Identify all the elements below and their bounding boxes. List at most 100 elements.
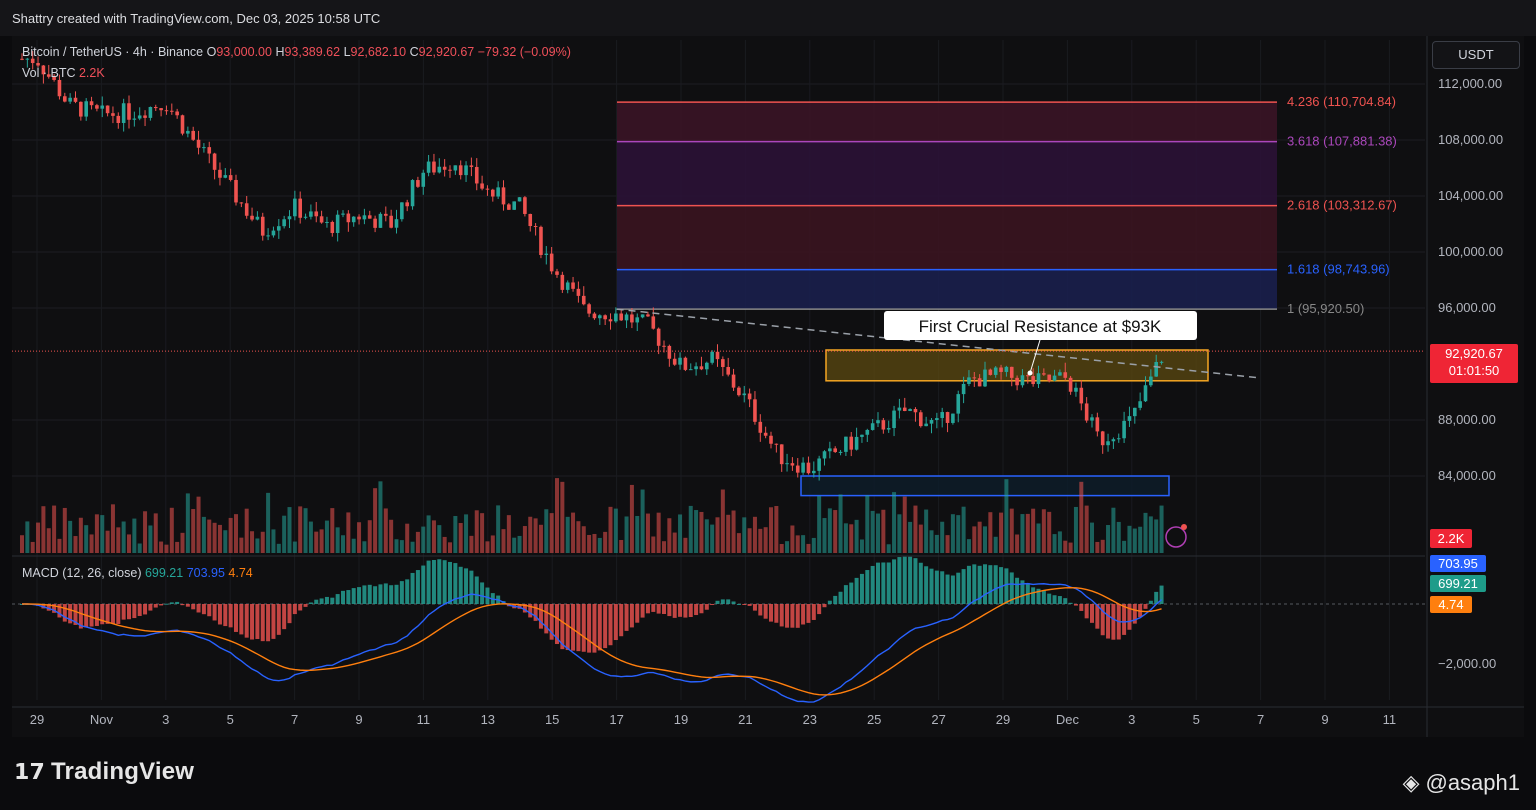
candle-body bbox=[614, 313, 618, 322]
candle-body bbox=[849, 436, 854, 450]
volume-bar bbox=[699, 511, 704, 553]
candle-body bbox=[897, 407, 902, 411]
volume-bar bbox=[1020, 514, 1025, 553]
annotation-pointer bbox=[1029, 339, 1041, 374]
macd-hist-bar bbox=[640, 604, 645, 618]
volume-bar bbox=[410, 541, 415, 553]
volume-bar bbox=[667, 518, 672, 553]
volume-bar bbox=[335, 527, 340, 553]
volume-bar bbox=[672, 532, 677, 553]
candle-body bbox=[876, 420, 880, 424]
macd-hist-bar bbox=[239, 604, 244, 635]
macd-hist-bar bbox=[865, 570, 870, 604]
volume-bar bbox=[736, 533, 741, 553]
macd-hist-bar bbox=[918, 562, 923, 604]
macd-hist-bar bbox=[785, 604, 790, 628]
candle-body bbox=[624, 314, 629, 321]
macd-hist-bar bbox=[207, 604, 212, 617]
candle-body bbox=[1143, 385, 1148, 402]
macd-hist-bar bbox=[683, 604, 688, 618]
volume-bar bbox=[886, 544, 891, 553]
candle-body bbox=[335, 214, 340, 233]
macd-hist-bar bbox=[373, 586, 378, 604]
candle-body bbox=[828, 448, 832, 452]
candle-body bbox=[806, 462, 811, 474]
macd-hist-bar bbox=[1122, 604, 1127, 635]
candle-body bbox=[565, 282, 570, 290]
candle-body bbox=[464, 165, 468, 176]
macd-hist-bar bbox=[934, 570, 939, 604]
macd-hist-bar bbox=[629, 604, 634, 628]
macd-hist-bar bbox=[795, 604, 800, 628]
macd-hist-bar bbox=[62, 604, 67, 622]
macd-hist-bar bbox=[945, 574, 950, 604]
macd-hist-bar bbox=[421, 565, 426, 604]
volume-bar bbox=[1154, 519, 1159, 553]
volume-bar bbox=[180, 532, 185, 553]
candle-body bbox=[667, 345, 672, 359]
volume-bar bbox=[790, 525, 795, 553]
macd-hist-bar bbox=[811, 604, 816, 620]
macd-hist-bar bbox=[271, 604, 276, 639]
candle-body bbox=[721, 359, 725, 368]
volume-bar bbox=[571, 512, 576, 553]
macd-hist-bar bbox=[94, 604, 99, 626]
candle-body bbox=[20, 58, 24, 60]
candle-body bbox=[902, 407, 907, 412]
macd-hist-bar bbox=[121, 604, 126, 620]
candle-body bbox=[137, 115, 142, 119]
candle-body bbox=[421, 172, 426, 187]
macd-hist-bar bbox=[89, 604, 94, 627]
candle-body bbox=[351, 216, 356, 223]
fibonacci-extension: 4.236 (110,704.84) 3.618 (107,881.38) 2.61… bbox=[617, 94, 1397, 316]
macd-hist-bar bbox=[196, 604, 201, 613]
candle-body bbox=[560, 274, 565, 290]
macd-hist-bar bbox=[73, 604, 78, 625]
signal-line bbox=[21, 587, 1162, 696]
fib-label: 1.618 (98,743.96) bbox=[1287, 262, 1390, 277]
macd-hist-bar bbox=[576, 604, 581, 652]
candle-body bbox=[1090, 417, 1094, 421]
candle-body bbox=[881, 420, 886, 430]
candle-body bbox=[924, 423, 928, 427]
volume-bar bbox=[662, 541, 666, 553]
open-value: 93,000.00 bbox=[216, 45, 272, 59]
zones bbox=[800, 349, 1209, 497]
annotation-dot bbox=[1027, 370, 1033, 376]
macd-hist-bar bbox=[587, 604, 592, 653]
candle-body bbox=[1074, 387, 1078, 392]
macd-hist-bar bbox=[1047, 593, 1052, 604]
candle-body bbox=[539, 226, 543, 255]
candle-body bbox=[747, 393, 752, 400]
candle-body bbox=[833, 448, 837, 453]
volume-bar bbox=[30, 541, 35, 553]
candle-body bbox=[1047, 374, 1051, 381]
macd-hist-bar bbox=[20, 604, 24, 605]
candle-body bbox=[935, 418, 939, 421]
candle-body bbox=[640, 314, 645, 318]
currency-button[interactable]: USDT bbox=[1432, 41, 1520, 69]
macd-hist-bar bbox=[1068, 602, 1073, 604]
macd-hist-bar bbox=[1111, 604, 1116, 640]
candle-body bbox=[432, 161, 436, 173]
candle-body bbox=[1063, 372, 1068, 378]
y-tick-label: 84,000.00 bbox=[1438, 468, 1496, 483]
macd-hist-bar bbox=[335, 594, 340, 604]
macd-hist-bar bbox=[303, 604, 308, 607]
volume-bar bbox=[544, 509, 549, 553]
volume-bar bbox=[319, 529, 324, 553]
candle-body bbox=[886, 428, 891, 430]
volume-bar bbox=[250, 531, 255, 553]
macd-hist-bar bbox=[298, 604, 303, 611]
macd-hist-bar bbox=[399, 581, 404, 604]
candle-body bbox=[378, 213, 383, 228]
candle-body bbox=[362, 215, 367, 220]
volume-bar bbox=[603, 531, 608, 553]
x-tick-label: 21 bbox=[738, 712, 752, 727]
volume-bar bbox=[522, 526, 527, 553]
macd-hist-bar bbox=[597, 604, 602, 651]
candle-body bbox=[763, 432, 768, 436]
candle-body bbox=[517, 197, 522, 202]
volume-bar bbox=[159, 541, 164, 553]
candle-body bbox=[207, 147, 212, 154]
